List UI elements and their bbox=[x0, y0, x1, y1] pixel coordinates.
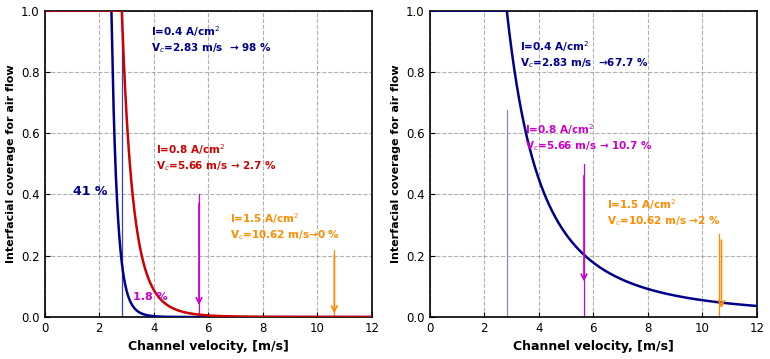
Text: I=1.5 A/cm$^2$
V$_c$=10.62 m/s →2 %: I=1.5 A/cm$^2$ V$_c$=10.62 m/s →2 % bbox=[607, 197, 721, 228]
Text: I=1.5 A/cm$^2$
V$_c$=10.62 m/s→0 %: I=1.5 A/cm$^2$ V$_c$=10.62 m/s→0 % bbox=[230, 211, 340, 242]
X-axis label: Channel velocity, [m/s]: Channel velocity, [m/s] bbox=[128, 340, 289, 354]
Text: I=0.8 A/cm$^2$
V$_c$=5.66 m/s → 10.7 %: I=0.8 A/cm$^2$ V$_c$=5.66 m/s → 10.7 % bbox=[525, 122, 653, 153]
X-axis label: Channel velocity, [m/s]: Channel velocity, [m/s] bbox=[513, 340, 674, 354]
Text: 41 %: 41 % bbox=[73, 185, 108, 198]
Y-axis label: Interfacial coverage for air flow: Interfacial coverage for air flow bbox=[390, 65, 400, 263]
Y-axis label: Interfacial coverage for air flow: Interfacial coverage for air flow bbox=[5, 65, 15, 263]
Text: 1.8 %: 1.8 % bbox=[133, 292, 168, 302]
Text: I=0.8 A/cm$^2$
V$_c$=5.66 m/s → 2.7 %: I=0.8 A/cm$^2$ V$_c$=5.66 m/s → 2.7 % bbox=[156, 143, 277, 173]
Text: I=0.4 A/cm$^2$
V$_c$=2.83 m/s  →67.7 %: I=0.4 A/cm$^2$ V$_c$=2.83 m/s →67.7 % bbox=[520, 40, 648, 70]
Text: I=0.4 A/cm$^2$
V$_c$=2.83 m/s  → 98 %: I=0.4 A/cm$^2$ V$_c$=2.83 m/s → 98 % bbox=[151, 24, 272, 55]
